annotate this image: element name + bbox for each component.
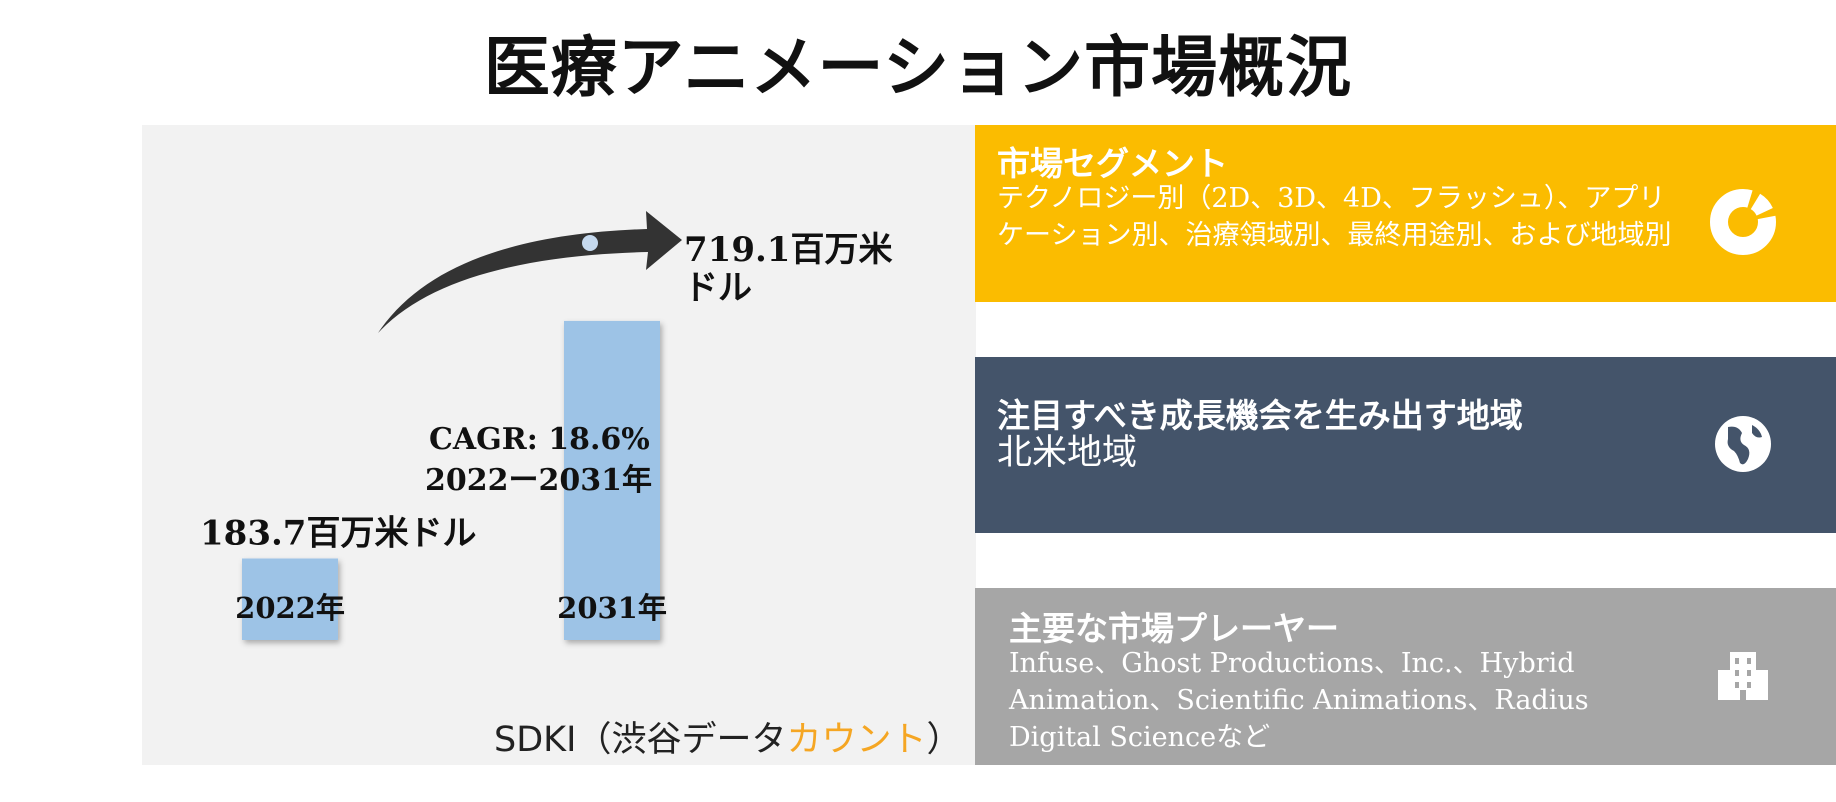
category-label-2022: 2022年 [235, 591, 345, 625]
players-panel: 主要な市場プレーヤー Infuse、Ghost Productions、Inc.… [975, 588, 1836, 765]
players-text: Infuse、Ghost Productions、Inc.、Hybrid Ani… [1009, 648, 1589, 753]
category-label-2031: 2031年 [557, 591, 667, 625]
value-label-2031-line1: 719.1百万米 [684, 230, 892, 270]
region-panel: 注目すべき成長機会を生み出す地域 北米地域 [975, 357, 1836, 533]
players-title: 主要な市場プレーヤー [1009, 609, 1339, 648]
page-title: 医療アニメーション市場概況 [483, 28, 1353, 106]
source-suffix: ） [926, 720, 962, 760]
growth-arrow [378, 211, 682, 333]
value-label-2031: 719.1百万米 ドル [684, 230, 904, 308]
region-text: 北米地域 [997, 433, 1138, 473]
market-size-chart: 2022年 2031年 183.7百万米ドル 719.1百万米 ドル CAGR:… [200, 211, 904, 640]
period-label: 2022ー2031年 [425, 463, 652, 498]
globe-icon [1715, 416, 1771, 472]
region-title: 注目すべき成長機会を生み出す地域 [997, 396, 1523, 435]
arrow-dot [582, 235, 598, 251]
value-label-2031-line2: ドル [684, 268, 752, 308]
source-prefix: SDKI（渋谷データ [494, 720, 787, 760]
building-icon [1718, 652, 1768, 700]
source-label: SDKI（渋谷データカウント） [494, 711, 961, 762]
cagr-label: CAGR: 18.6% [429, 422, 650, 457]
bar-2022 [242, 558, 338, 640]
value-label-2022: 183.7百万米ドル [200, 513, 476, 553]
segment-panel: 市場セグメント テクノロジー別（2D、3D、4D、フラッシュ）、アプリケーション… [975, 125, 1836, 302]
source-accent: カウント [786, 720, 927, 760]
segment-title: 市場セグメント [997, 144, 1228, 183]
donut-chart-icon [1710, 189, 1776, 255]
segment-text: テクノロジー別（2D、3D、4D、フラッシュ）、アプリケーション別、治療領域別、… [997, 183, 1672, 251]
bar-2031 [564, 320, 660, 640]
market-size-chart-panel: 2022年 2031年 183.7百万米ドル 719.1百万米 ドル CAGR:… [142, 125, 976, 765]
